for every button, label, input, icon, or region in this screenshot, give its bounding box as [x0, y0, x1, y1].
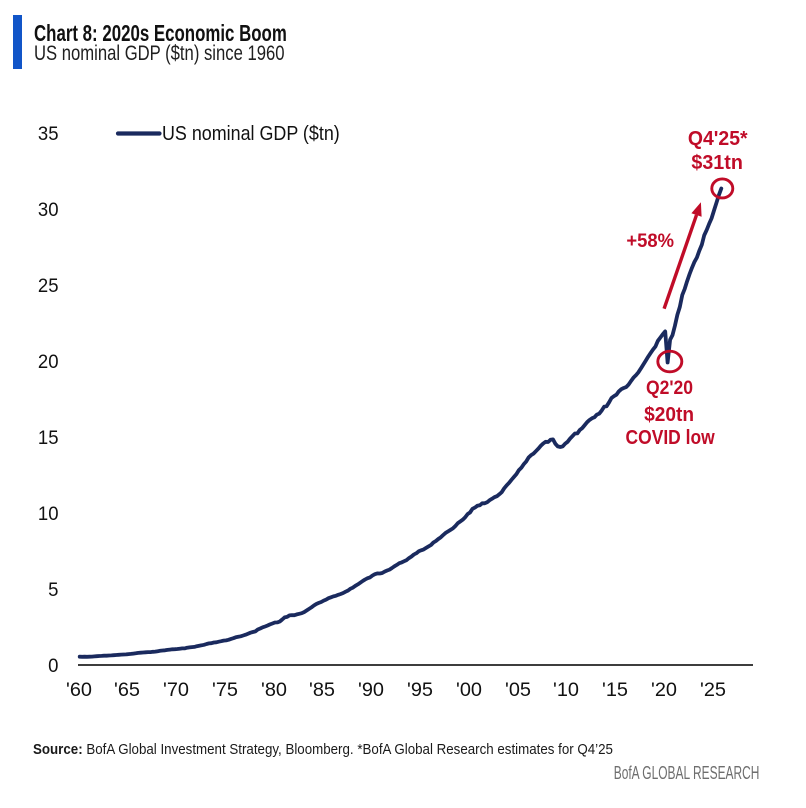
y-tick-label: 0	[48, 656, 59, 677]
brand-footer: BofA GLOBAL RESEARCH	[613, 762, 759, 783]
growth-arrow-head	[691, 202, 702, 217]
x-tick-label: '75	[211, 678, 238, 701]
annotation-covid-caption: COVID low	[625, 426, 715, 449]
annotation-covid-value: $20tn	[644, 404, 694, 426]
x-tick-label: '95	[407, 678, 433, 701]
y-tick-label: 10	[37, 504, 59, 525]
x-tick-label: '15	[602, 678, 629, 701]
y-tick-label: 25	[37, 276, 59, 297]
y-tick-label: 5	[48, 580, 59, 601]
annotation-covid-quarter: Q2'20	[645, 377, 693, 399]
annotation-endpoint-quarter: Q4'25*	[687, 128, 748, 150]
x-tick-label: '90	[358, 678, 385, 701]
source-note: Source: BofA Global Investment Strategy,…	[33, 742, 613, 759]
source-text: BofA Global Investment Strategy, Bloombe…	[82, 741, 613, 758]
gdp-series-line	[77, 186, 724, 659]
endpoint-circle	[710, 177, 735, 200]
x-tick-label: '70	[163, 678, 190, 701]
y-tick-label: 15	[37, 428, 59, 449]
growth-arrow	[662, 214, 699, 310]
x-tick-label: '60	[65, 678, 92, 701]
chart-subtitle: US nominal GDP ($tn) since 1960	[34, 42, 285, 66]
x-tick-label: '05	[504, 678, 531, 701]
legend-label: US nominal GDP ($tn)	[162, 122, 340, 145]
x-tick-label: '25	[699, 678, 726, 701]
y-tick-label: 20	[37, 352, 59, 373]
title-accent-bar	[13, 15, 22, 69]
x-tick-label: '80	[260, 678, 287, 701]
y-tick-label: 30	[37, 200, 59, 221]
x-tick-label: '10	[553, 678, 580, 701]
x-tick-label: '85	[309, 678, 336, 701]
x-tick-label: '00	[455, 678, 482, 701]
source-label: Source:	[32, 741, 83, 758]
x-tick-label: '20	[650, 678, 677, 701]
chart-title: Chart 8: 2020s Economic Boom	[34, 19, 287, 46]
annotation-endpoint-value: $31tn	[691, 151, 744, 174]
x-tick-label: '65	[114, 678, 141, 701]
covid-low-circle	[656, 349, 684, 374]
y-tick-label: 35	[37, 124, 59, 145]
annotation-growth-pct: +58%	[626, 229, 675, 252]
